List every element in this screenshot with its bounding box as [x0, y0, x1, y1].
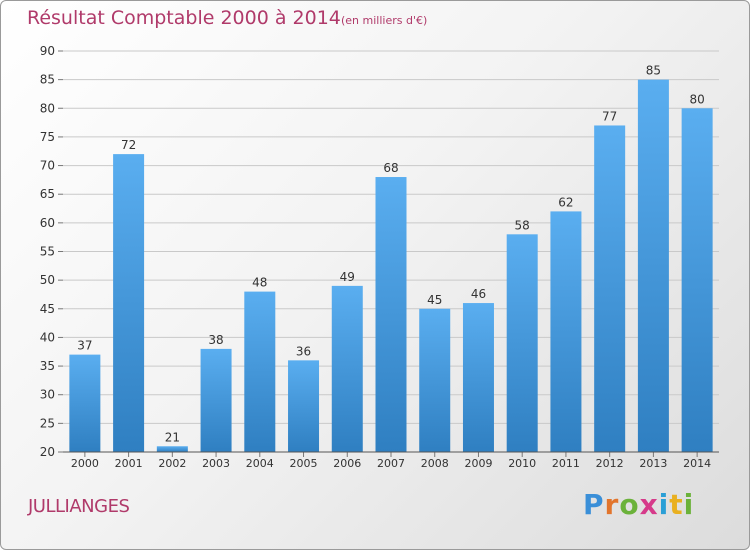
bar-2005 [288, 360, 320, 452]
data-label: 36 [296, 344, 311, 358]
x-tick-label: 2003 [202, 457, 230, 470]
chart-title: Résultat Comptable 2000 à 2014 [27, 7, 341, 29]
y-axis-ticks: 20 25 30 35 40 45 50 55 60 65 70 75 80 85 90 [40, 44, 63, 459]
x-tick-label: 2014 [683, 457, 711, 470]
bar-2004 [244, 291, 276, 452]
y-tick-label: 25 [40, 416, 55, 430]
y-tick-label: 35 [40, 359, 55, 373]
bar-2014 [681, 108, 713, 453]
proxiti-logo: Proxiti [583, 488, 694, 521]
y-tick-label: 75 [40, 130, 55, 144]
logo-letter: i [658, 488, 670, 521]
y-tick-label: 40 [40, 330, 55, 344]
data-label: 21 [165, 430, 180, 444]
data-label: 77 [602, 109, 617, 123]
y-tick-label: 30 [40, 388, 55, 402]
x-tick-label: 2005 [290, 457, 318, 470]
logo-letter: o [619, 488, 640, 521]
x-tick-label: 2013 [639, 457, 667, 470]
chart-subtitle: (en milliers d'€) [341, 14, 428, 27]
data-label: 68 [383, 161, 398, 175]
y-tick-label: 85 [40, 73, 55, 87]
bar-2003 [200, 348, 232, 452]
x-tick-label: 2012 [596, 457, 624, 470]
y-tick-label: 65 [40, 187, 55, 201]
bar-2007 [375, 177, 407, 452]
data-label: 45 [427, 293, 442, 307]
bar-2006 [331, 285, 363, 452]
data-label: 85 [646, 64, 661, 78]
x-axis-ticks: 2000 2001 2002 2003 2004 2005 2006 2007 2008 2009… [71, 452, 711, 470]
x-tick-label: 2000 [71, 457, 99, 470]
data-label: 48 [252, 276, 267, 290]
data-label: 58 [515, 218, 530, 232]
x-tick-label: 2006 [333, 457, 361, 470]
y-tick-label: 80 [40, 101, 55, 115]
bars [69, 79, 713, 453]
logo-letter: i [683, 488, 695, 521]
y-tick-label: 55 [40, 245, 55, 259]
y-tick-label: 70 [40, 159, 55, 173]
bar-2012 [594, 125, 626, 452]
data-label: 72 [121, 138, 136, 152]
y-tick-label: 50 [40, 273, 55, 287]
data-label: 80 [689, 92, 704, 106]
data-labels: 37 72 21 38 48 36 49 68 45 46 58 62 77 85 80 [77, 64, 705, 445]
data-label: 49 [340, 270, 355, 284]
data-label: 38 [208, 333, 223, 347]
x-tick-label: 2001 [115, 457, 143, 470]
data-label: 37 [77, 339, 92, 353]
bar-2013 [637, 79, 669, 453]
y-tick-label: 60 [40, 216, 55, 230]
y-tick-label: 45 [40, 302, 55, 316]
x-tick-label: 2009 [464, 457, 492, 470]
logo-letter: t [669, 488, 684, 521]
x-tick-label: 2004 [246, 457, 274, 470]
data-label: 46 [471, 287, 486, 301]
logo-letter: r [604, 488, 620, 521]
bar-2009 [462, 303, 494, 452]
data-label: 62 [558, 195, 573, 209]
x-tick-label: 2010 [508, 457, 536, 470]
bar-2000 [69, 354, 101, 452]
commune-name: JULLIANGES [28, 496, 130, 517]
logo-letter: P [583, 488, 605, 521]
y-tick-label: 90 [40, 44, 55, 58]
bar-2008 [419, 308, 451, 452]
x-tick-label: 2007 [377, 457, 405, 470]
x-tick-label: 2008 [421, 457, 449, 470]
bar-2010 [506, 234, 538, 452]
bar-2001 [113, 154, 145, 452]
x-tick-label: 2002 [158, 457, 186, 470]
bar-2002 [156, 446, 188, 452]
logo-letter: x [639, 488, 659, 521]
y-tick-label: 20 [40, 445, 55, 459]
x-tick-label: 2011 [552, 457, 580, 470]
bar-2011 [550, 211, 582, 452]
